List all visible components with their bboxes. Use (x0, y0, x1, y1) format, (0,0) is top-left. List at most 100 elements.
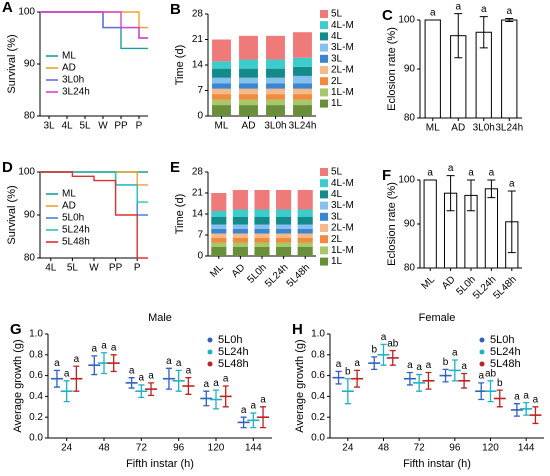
panel-label: C (382, 7, 393, 24)
bar-segment (212, 68, 231, 78)
legend-label: 5L0h (62, 213, 84, 224)
legend-swatch (320, 88, 328, 97)
y-tick-label: 0.2 (29, 412, 43, 423)
survival-line (40, 11, 148, 39)
legend-label: 2L (331, 76, 343, 87)
bar-segment (232, 209, 248, 217)
significance-letter: a (129, 365, 135, 376)
y-tick-label: 0.4 (311, 391, 325, 402)
y-tick-label: 7 (197, 85, 203, 96)
significance-letter: a (354, 358, 360, 369)
x-tick-label: ML (208, 262, 226, 280)
bar-segment (276, 238, 292, 243)
significance-letter: a (509, 179, 515, 190)
legend-label: ML (62, 51, 76, 62)
y-tick-label: 100 (398, 15, 415, 26)
y-tick-label: 28 (192, 9, 204, 20)
panel-label: G (10, 321, 22, 338)
significance-letter: a (74, 354, 80, 365)
bar-segment (232, 242, 248, 247)
significance-letter: a (111, 342, 117, 353)
significance-letter: a (452, 348, 458, 359)
legend-label: 5L24h (218, 346, 249, 358)
significance-letter: a (260, 394, 266, 405)
legend-swatch (320, 21, 328, 30)
y-tick-label: 1.0 (29, 329, 43, 340)
bar-segment (211, 242, 227, 247)
x-tick-label: 120 (482, 443, 499, 454)
y-tick-label: 90 (404, 64, 416, 75)
significance-letter: a (148, 371, 154, 382)
significance-letter: a (481, 4, 487, 15)
x-tick-label: ML (215, 121, 229, 132)
panel-label: A (2, 0, 13, 16)
legend-label: 3L-M (331, 42, 354, 53)
y-axis-label: Average growth (g) (12, 339, 24, 432)
x-tick-label: 5L (79, 121, 91, 132)
legend-label: 2L-M (331, 223, 354, 234)
bar-segment (276, 209, 292, 217)
error-bar (487, 179, 496, 199)
x-tick-label: 144 (518, 443, 535, 454)
y-tick-label: 21 (192, 34, 204, 45)
legend-label: 1L (331, 256, 343, 267)
panel-label: H (292, 321, 303, 338)
bar-segment (297, 233, 313, 238)
y-axis-label: Survival (%) (6, 185, 18, 244)
bar-segment (276, 217, 292, 225)
bar-segment (297, 209, 313, 217)
significance-letter: b (497, 378, 503, 389)
y-tick-label: 0.2 (311, 412, 325, 423)
bar-segment (239, 99, 258, 106)
y-tick-label: 1.0 (311, 329, 325, 340)
bar-segment (212, 61, 231, 69)
bar-segment (211, 224, 227, 229)
x-tick-label: P (136, 121, 143, 132)
legend-label: 4L-M (331, 20, 354, 31)
significance-letter: a (213, 378, 219, 389)
y-tick-label: 80 (24, 111, 36, 122)
bar-segment (211, 233, 227, 238)
y-tick-label: 21 (192, 188, 204, 199)
significance-letter: a (506, 6, 512, 17)
error-bar (467, 179, 475, 212)
x-tick-label: 72 (414, 443, 426, 454)
significance-letter: a (381, 332, 387, 343)
error-bar (505, 18, 514, 22)
x-tick-label: PP (109, 263, 123, 274)
y-tick-label: 80 (24, 253, 36, 264)
bar-segment (239, 77, 258, 84)
y-tick-label: 0.0 (29, 433, 43, 444)
legend-label: 3L-M (331, 200, 354, 211)
bar-segment (297, 217, 313, 225)
x-tick-label: 24 (342, 443, 354, 454)
legend-label: 5L48h (62, 237, 90, 248)
y-axis-label: Average growth (g) (294, 339, 306, 432)
legend-swatch (479, 349, 485, 355)
legend-swatch (320, 257, 328, 266)
legend-swatch (320, 10, 328, 18)
bar (484, 188, 499, 269)
y-tick-label: 0.4 (29, 391, 43, 402)
bar-segment (293, 57, 312, 67)
bar-segment (297, 242, 313, 247)
legend-swatch (320, 66, 328, 74)
significance-letter: a (204, 379, 210, 390)
x-tick-label: 5L48h (491, 274, 518, 301)
x-tick-label: AD (230, 262, 248, 280)
y-tick-label: 0.8 (311, 349, 325, 360)
bar-segment (212, 77, 231, 84)
y-axis-label: Eclosion rate (%) (386, 182, 398, 266)
bar-segment (254, 242, 270, 247)
bar-segment (293, 83, 312, 89)
bar-segment (266, 88, 285, 95)
x-tick-label: W (89, 263, 99, 274)
significance-letter: a (430, 8, 436, 19)
legend-label: 4L (331, 189, 343, 200)
significance-letter: a (176, 358, 182, 369)
bar-segment (254, 209, 270, 217)
x-tick-label: AD (242, 121, 256, 132)
bar-segment (254, 247, 270, 256)
bar-segment (254, 224, 270, 229)
bar-segment (266, 59, 285, 69)
